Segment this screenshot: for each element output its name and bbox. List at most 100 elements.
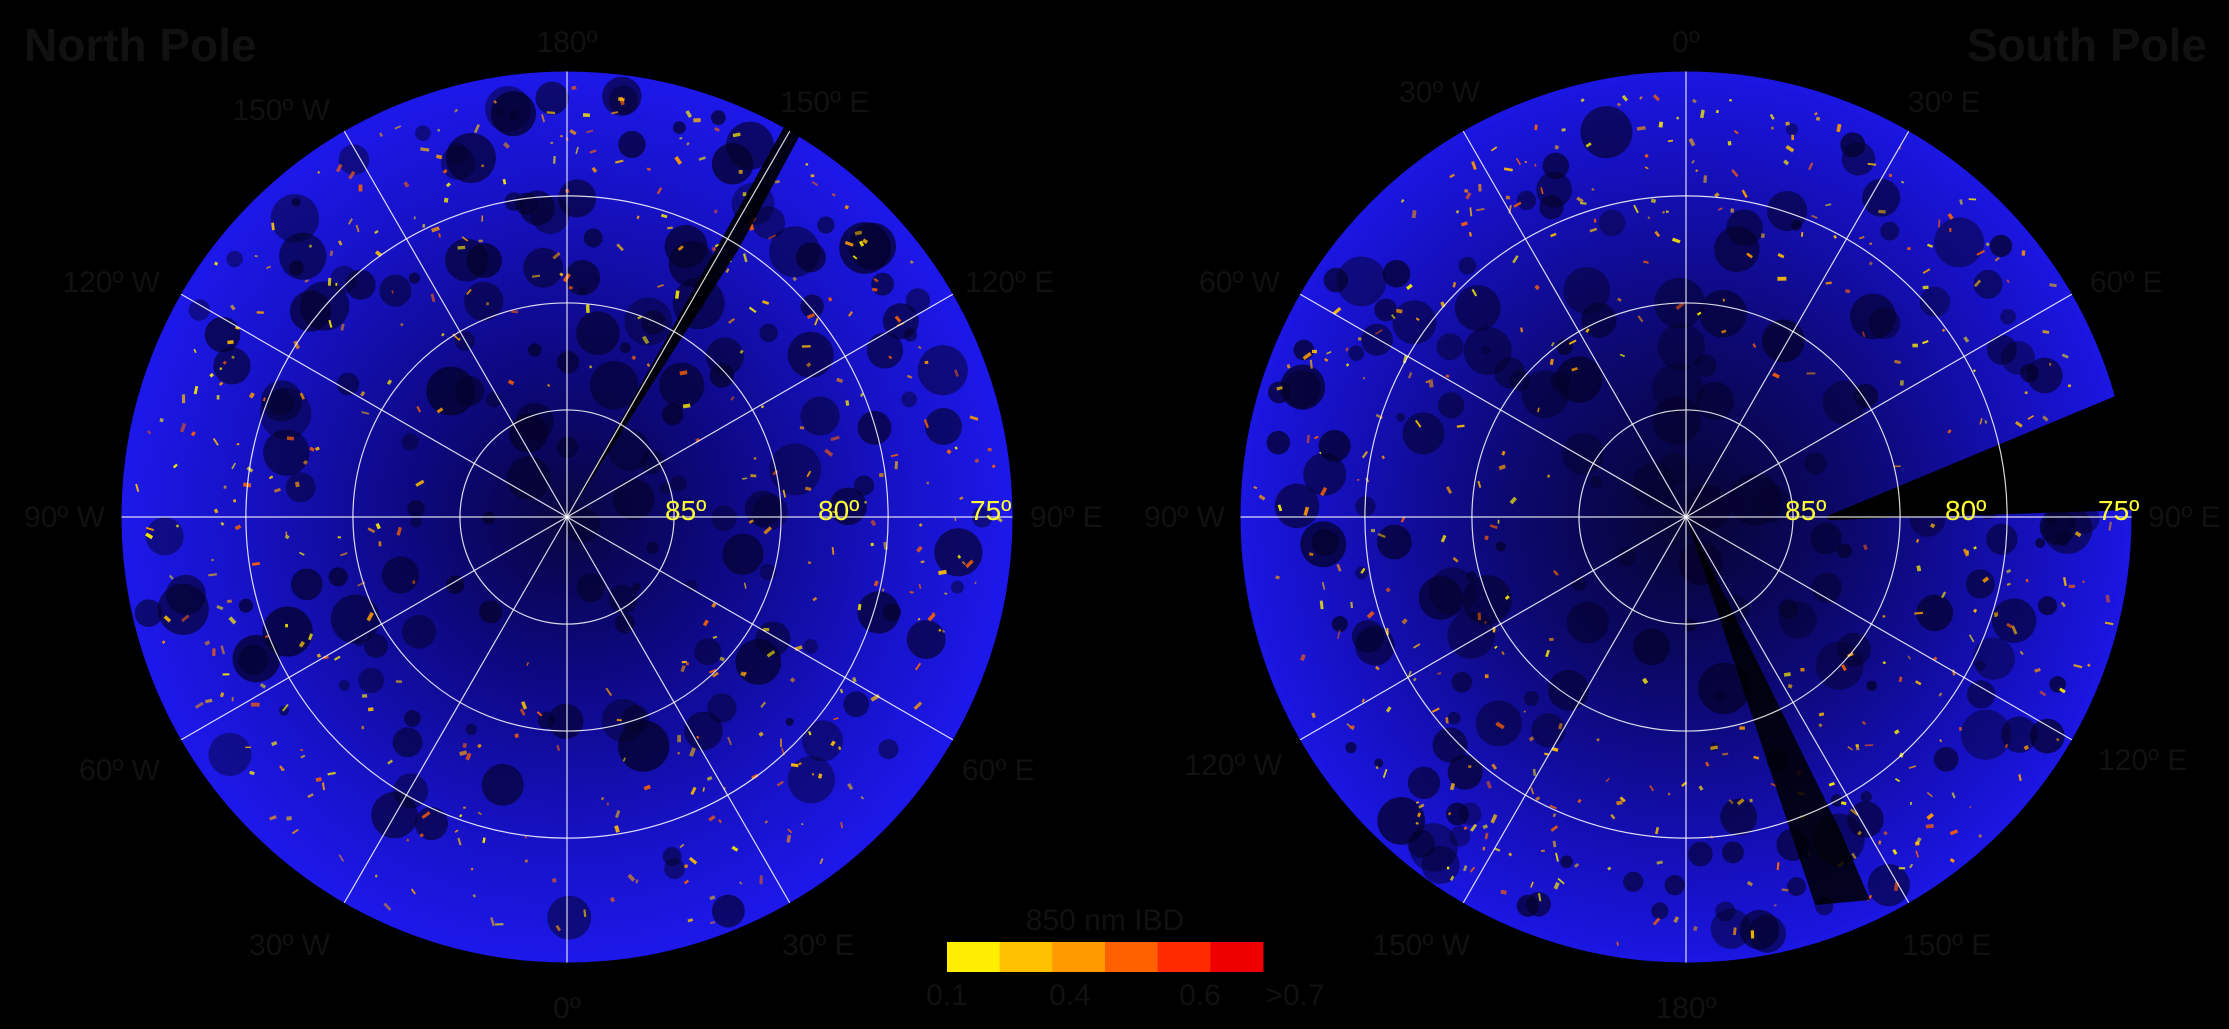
- legend-swatch: [1052, 942, 1106, 972]
- south-ice-speck: [1959, 727, 1962, 731]
- north-ice-speck: [938, 628, 942, 632]
- north-ice-speck: [852, 676, 857, 683]
- south-ice-speck: [1509, 496, 1518, 505]
- north-ice-speck: [284, 534, 290, 540]
- north-ice-speck: [683, 879, 690, 885]
- north-lat-85: 85º: [665, 495, 706, 526]
- south-ice-speck: [1589, 227, 1598, 233]
- south-ice-speck: [1864, 744, 1874, 747]
- north-ice-speck: [222, 673, 230, 676]
- south-ice-speck: [1859, 236, 1865, 240]
- south-ice-speck: [1418, 803, 1425, 809]
- north-crater: [485, 86, 531, 132]
- north-ice-speck: [366, 611, 374, 622]
- north-ice-speck: [942, 629, 946, 634]
- south-ice-speck: [1401, 618, 1408, 625]
- north-ice-speck: [379, 132, 383, 138]
- north-ice-speck: [782, 489, 787, 498]
- north-meridian: [343, 130, 568, 518]
- south-ice-speck: [1621, 94, 1629, 102]
- south-ice-speck: [1753, 755, 1760, 760]
- north-crater: [288, 260, 305, 276]
- north-crater: [621, 704, 650, 733]
- north-ice-speck: [233, 499, 237, 503]
- south-ice-speck: [1922, 285, 1929, 290]
- north-ice-speck: [213, 508, 219, 514]
- north-ice-speck: [870, 519, 877, 527]
- north-ice-speck: [300, 754, 306, 759]
- south-ice-speck: [1637, 315, 1644, 323]
- south-ice-speck: [2027, 415, 2035, 420]
- north-crater: [589, 360, 639, 410]
- north-crater: [564, 260, 601, 296]
- north-ice-speck: [502, 141, 511, 149]
- south-ice-speck: [1667, 139, 1674, 143]
- south-crater: [1975, 660, 1986, 671]
- north-ice-speck: [959, 496, 964, 501]
- north-ice-speck: [559, 272, 564, 277]
- south-ice-speck: [1787, 683, 1793, 689]
- south-crater: [1280, 364, 1326, 410]
- north-ice-speck: [871, 287, 878, 292]
- south-ice-speck: [2019, 650, 2024, 656]
- south-ice-speck: [1350, 601, 1354, 609]
- south-ice-speck: [1849, 808, 1859, 816]
- south-ice-speck: [1800, 667, 1805, 672]
- south-ice-speck: [1722, 752, 1729, 756]
- north-ice-speck: [657, 283, 664, 288]
- north-ice-speck: [864, 500, 867, 504]
- north-crater: [363, 633, 388, 658]
- north-crater: [509, 413, 549, 453]
- north-ice-speck: [375, 522, 381, 530]
- north-ice-speck: [571, 85, 577, 90]
- south-ice-speck: [1311, 349, 1318, 354]
- south-crater: [1560, 855, 1573, 869]
- south-ice-speck: [1455, 209, 1460, 214]
- south-crater: [1986, 334, 2017, 365]
- south-crater: [1790, 219, 1802, 231]
- north-ice-speck: [847, 782, 854, 791]
- south-ice-speck: [2024, 391, 2028, 395]
- south-ice-speck: [1949, 228, 1952, 232]
- north-ice-speck: [204, 640, 211, 646]
- south-crater: [1972, 637, 2015, 680]
- south-crater: [1318, 429, 1351, 462]
- north-ice-speck: [614, 825, 620, 833]
- south-crater: [1580, 106, 1633, 159]
- north-ice-speck: [454, 108, 459, 113]
- north-ice-speck: [709, 921, 716, 925]
- south-ice-speck: [1276, 385, 1283, 391]
- north-ice-speck: [383, 902, 392, 911]
- north-ice-speck: [996, 516, 1003, 523]
- north-ice-speck: [839, 688, 844, 694]
- north-crater: [259, 387, 312, 440]
- legend-tick-1: 0.1: [926, 979, 968, 1012]
- south-ice-speck: [1898, 867, 1906, 870]
- north-ice-speck: [507, 379, 515, 386]
- south-ice-speck: [1973, 279, 1982, 288]
- north-ice-speck: [316, 653, 322, 658]
- north-crater: [802, 720, 844, 762]
- south-ice-speck: [1406, 283, 1413, 291]
- north-ice-speck: [193, 348, 197, 354]
- south-meridian: [1299, 516, 1687, 741]
- south-ice-speck: [1400, 199, 1405, 203]
- north-ice-speck: [526, 662, 530, 667]
- north-ice-speck: [857, 603, 862, 611]
- south-ice-speck: [1477, 480, 1482, 488]
- south-ice-speck: [1907, 247, 1911, 251]
- north-ice-speck: [367, 707, 374, 712]
- north-ice-speck: [946, 449, 952, 455]
- north-ice-speck: [974, 581, 977, 585]
- north-ice-speck: [738, 169, 743, 174]
- south-ice-speck: [1579, 202, 1587, 205]
- north-lon-left: 90º W: [24, 501, 106, 534]
- north-crater: [711, 894, 745, 928]
- south-ice-speck: [1486, 780, 1493, 789]
- south-crater: [1695, 381, 1735, 421]
- north-ice-speck: [300, 748, 304, 752]
- north-ice-speck: [836, 377, 844, 384]
- south-ice-speck: [1407, 371, 1413, 379]
- north-ice-speck: [435, 154, 443, 160]
- north-ice-speck: [917, 617, 921, 621]
